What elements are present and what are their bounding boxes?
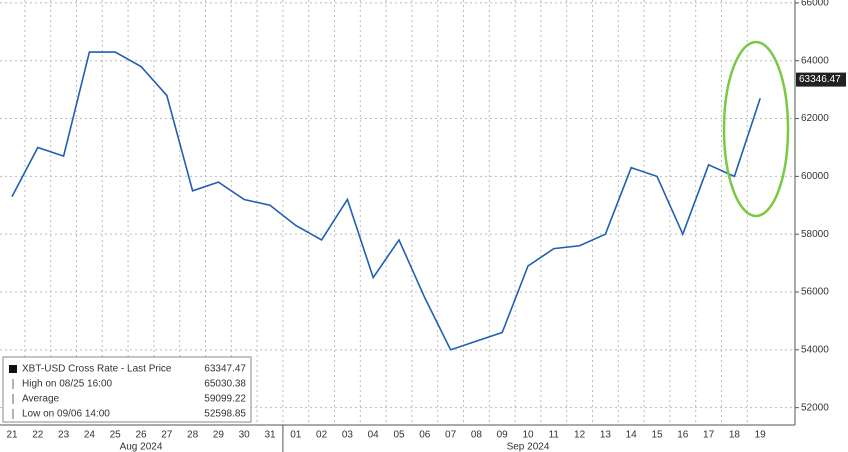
x-tick-label: 25 — [110, 430, 122, 441]
x-tick-label: 30 — [239, 430, 251, 441]
x-tick-label: 16 — [677, 430, 689, 441]
plot-layer — [11, 51, 761, 351]
legend-value: 65030.38 — [204, 379, 246, 390]
y-tick-label: 56000 — [801, 287, 829, 298]
x-tick-label: 01 — [290, 430, 302, 441]
x-tick-label: 08 — [471, 430, 483, 441]
x-tick-label: 24 — [84, 430, 96, 441]
legend: XBT-USD Cross Rate - Last Price 63347.47 H… — [2, 356, 252, 423]
legend-label: Average — [22, 394, 60, 405]
x-tick-label: 18 — [729, 430, 741, 441]
legend-label: XBT-USD Cross Rate - Last Price — [22, 364, 172, 375]
x-tick-label: 17 — [703, 430, 715, 441]
x-tick-label: 11 — [549, 430, 560, 441]
x-tick-label: 03 — [342, 430, 354, 441]
x-tick-label: 28 — [187, 430, 199, 441]
x-tick-label: 21 — [6, 430, 18, 441]
grid-layer — [0, 0, 795, 425]
y-tick-label: 54000 — [801, 344, 829, 355]
legend-box — [2, 356, 252, 423]
x-tick-label: 13 — [600, 430, 612, 441]
last-price-tag-label: 63346.47 — [799, 74, 841, 85]
x-tick-label: 09 — [497, 430, 509, 441]
x-tick-label: 31 — [264, 430, 276, 441]
month-label: Sep 2024 — [507, 442, 550, 452]
x-tick-label: 04 — [368, 430, 380, 441]
x-tick-label: 10 — [522, 430, 534, 441]
legend-label: High on 08/25 16:00 — [22, 379, 113, 390]
x-tick-label: 14 — [626, 430, 638, 441]
x-tick-label: 23 — [58, 430, 70, 441]
legend-value: 52598.85 — [204, 409, 246, 420]
x-tick-label: 07 — [445, 430, 457, 441]
x-tick-label: 15 — [651, 430, 663, 441]
last-price-tag — [796, 72, 846, 87]
legend-value: 63347.47 — [204, 364, 246, 375]
price-line — [11, 51, 761, 351]
x-tick-label: 12 — [574, 430, 586, 441]
y-tick-label: 64000 — [801, 55, 829, 66]
x-tick-label: 27 — [161, 430, 173, 441]
y-tick-label: 58000 — [801, 229, 829, 240]
x-tick-label: 06 — [419, 430, 431, 441]
legend-label: Low on 09/06 14:00 — [22, 409, 110, 420]
legend-swatch — [9, 365, 17, 373]
x-tick-label: 02 — [316, 430, 328, 441]
x-tick-label: 22 — [32, 430, 44, 441]
legend-value: 59099.22 — [204, 394, 246, 405]
y-tick-label: 60000 — [801, 171, 829, 182]
y-tick-label: 62000 — [801, 113, 829, 124]
x-tick-label: 19 — [755, 430, 767, 441]
highlight-ellipse — [722, 40, 790, 218]
x-tick-label: 26 — [135, 430, 147, 441]
y-tick-label: 66000 — [801, 0, 829, 9]
x-tick-label: 05 — [393, 430, 405, 441]
month-label: Aug 2024 — [120, 442, 163, 452]
x-tick-label: 29 — [213, 430, 225, 441]
y-tick-label: 52000 — [801, 402, 829, 413]
